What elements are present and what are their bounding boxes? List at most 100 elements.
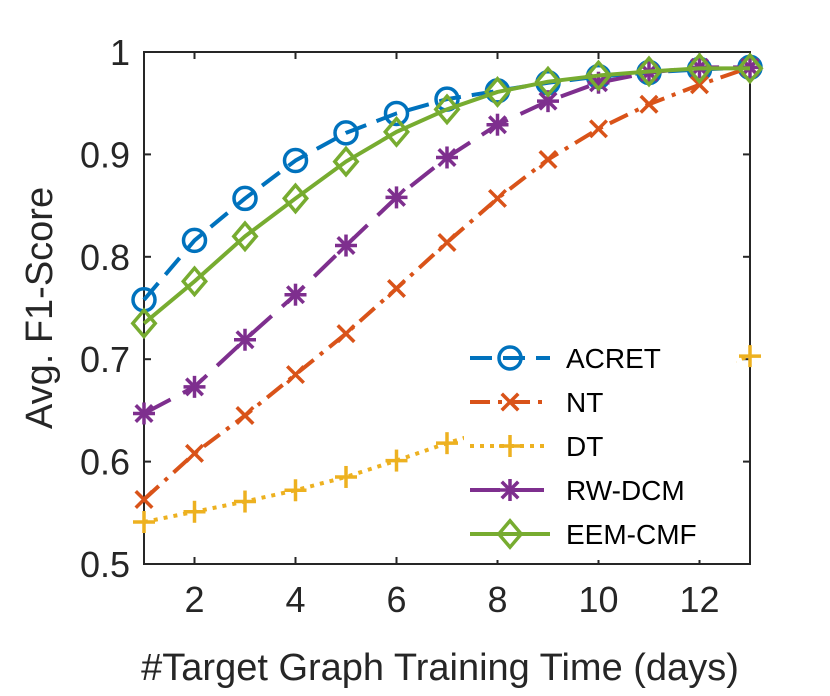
y-tick-label: 0.8	[80, 237, 130, 278]
y-axis-label: Avg. F1-Score	[19, 187, 61, 429]
series-nt-point-stroke	[336, 324, 356, 344]
series-nt-point-stroke	[538, 150, 558, 170]
series-rw-dcm-point	[234, 328, 256, 351]
legend-entry-acret: ACRET	[470, 343, 661, 374]
legend-entry-nt-marker-stroke	[500, 392, 520, 412]
series-rw-dcm-point	[486, 113, 509, 136]
series-nt-point-stroke	[690, 75, 709, 95]
legend-entry-acret-marker	[497, 345, 523, 371]
series-dt-point	[436, 432, 458, 455]
y-tick-label: 0.7	[80, 339, 130, 380]
series-eem-cmf-point	[433, 93, 461, 126]
series-nt-point	[336, 324, 356, 344]
legend-entry-acret-label: ACRET	[566, 343, 661, 374]
series-rw-dcm-point-stroke	[185, 377, 204, 397]
series-eem-cmf-point	[584, 59, 613, 92]
series-eem-cmf-point	[130, 307, 158, 340]
series-nt-point	[488, 188, 507, 208]
legend-entry-nt-marker	[500, 392, 520, 412]
series-acret-point	[333, 120, 359, 146]
series-nt-point-stroke	[235, 406, 255, 426]
series-acret-point	[383, 100, 410, 127]
legend-entry-dt-label: DT	[566, 431, 603, 462]
series-eem-cmf-point	[281, 182, 310, 215]
y-tick-label: 0.9	[80, 134, 130, 175]
series-nt-point	[538, 150, 558, 170]
series-eem-cmf-point	[736, 52, 764, 85]
series-rw-dcm-point	[436, 146, 458, 169]
series-eem-cmf-point	[685, 52, 714, 85]
x-axis-label: #Target Graph Training Time (days)	[141, 647, 739, 689]
series-nt-point-stroke	[387, 279, 406, 299]
series-dt-point	[739, 345, 761, 368]
series-rw-dcm-point-stroke	[589, 73, 608, 93]
series-nt-point-stroke	[286, 365, 305, 385]
series-eem-cmf-point	[635, 55, 663, 88]
legend-entry-eem-cmf-label: EEM-CMF	[566, 519, 697, 550]
y-tick-label: 0.5	[80, 544, 130, 585]
series-acret-point	[181, 227, 208, 254]
series-rw-dcm-point-stroke	[336, 236, 356, 256]
y-tick-label: 0.6	[80, 442, 130, 483]
legend: ACRET NT DT RW-DCM EEM-CMF	[464, 334, 736, 560]
series-rw-dcm-point-stroke	[235, 330, 255, 350]
series-rw-dcm-point-stroke	[387, 187, 406, 207]
legend-entry-rw-dcm: RW-DCM	[470, 475, 685, 506]
legend-entry-eem-cmf: EEM-CMF	[470, 518, 697, 550]
x-tick-label: 2	[184, 579, 204, 620]
x-tick-label: 10	[578, 579, 618, 620]
series-eem-cmf-point	[231, 220, 259, 253]
series-eem-cmf-line	[142, 66, 750, 325]
series-eem-cmf-point	[180, 265, 209, 298]
series-nt-point	[437, 232, 457, 252]
legend-entry-rw-dcm-marker	[499, 479, 521, 501]
series-nt-point-stroke	[185, 443, 204, 463]
series-nt-point	[387, 279, 406, 299]
x-tick-label: 6	[386, 579, 406, 620]
legend-entry-dt-marker	[499, 435, 521, 457]
series-eem-cmf-point	[332, 145, 360, 178]
series-acret-point	[232, 185, 258, 212]
legend-entry-rw-dcm-label: RW-DCM	[566, 475, 685, 506]
series-eem-cmf-point	[483, 76, 512, 108]
series-rw-dcm-point	[385, 186, 408, 209]
series-nt-point	[185, 443, 204, 463]
series-nt-point	[639, 94, 659, 114]
legend-entry-eem-cmf-marker	[496, 518, 524, 550]
series-nt-point-stroke	[589, 119, 608, 139]
series-dt-point	[284, 479, 307, 502]
series-rw-dcm-point-stroke	[134, 403, 154, 423]
series-acret-point	[282, 147, 309, 174]
x-tick-label: 12	[679, 579, 719, 620]
legend-entry-nt-label: NT	[566, 387, 603, 418]
legend-entry-rw-dcm-marker-stroke	[500, 480, 520, 500]
series-dt-point	[183, 500, 206, 523]
series-nt-point	[690, 75, 709, 95]
series-dt-point	[234, 490, 256, 513]
series-nt-point-stroke	[134, 490, 154, 509]
series-rw-dcm-point-stroke	[286, 285, 305, 305]
series-rw-dcm-point	[133, 402, 155, 425]
series-nt-point-stroke	[639, 94, 659, 114]
series-rw-dcm-point-stroke	[538, 91, 558, 111]
series-dt-point	[385, 449, 408, 472]
series-rw-dcm-point	[335, 234, 357, 257]
series-eem-cmf-point	[534, 65, 562, 98]
series-eem-cmf-point	[382, 115, 411, 148]
x-tick-label: 8	[487, 579, 507, 620]
legend-entry-nt: NT	[470, 387, 603, 418]
series-rw-dcm-point-stroke	[488, 115, 507, 135]
series-nt-point-stroke	[437, 232, 457, 252]
series-dt-point	[335, 465, 357, 488]
series-nt-point	[589, 119, 608, 139]
x-tick-label: 4	[285, 579, 305, 620]
y-tick-label: 1	[110, 32, 130, 73]
legend-entry-dt: DT	[470, 431, 603, 462]
series-eem-cmf	[130, 52, 764, 340]
series-rw-dcm-point	[284, 283, 307, 306]
series-nt-point	[235, 406, 255, 426]
series-dt-point	[133, 511, 155, 534]
series-rw-dcm-point-stroke	[437, 147, 457, 167]
series-nt-point	[286, 365, 305, 385]
